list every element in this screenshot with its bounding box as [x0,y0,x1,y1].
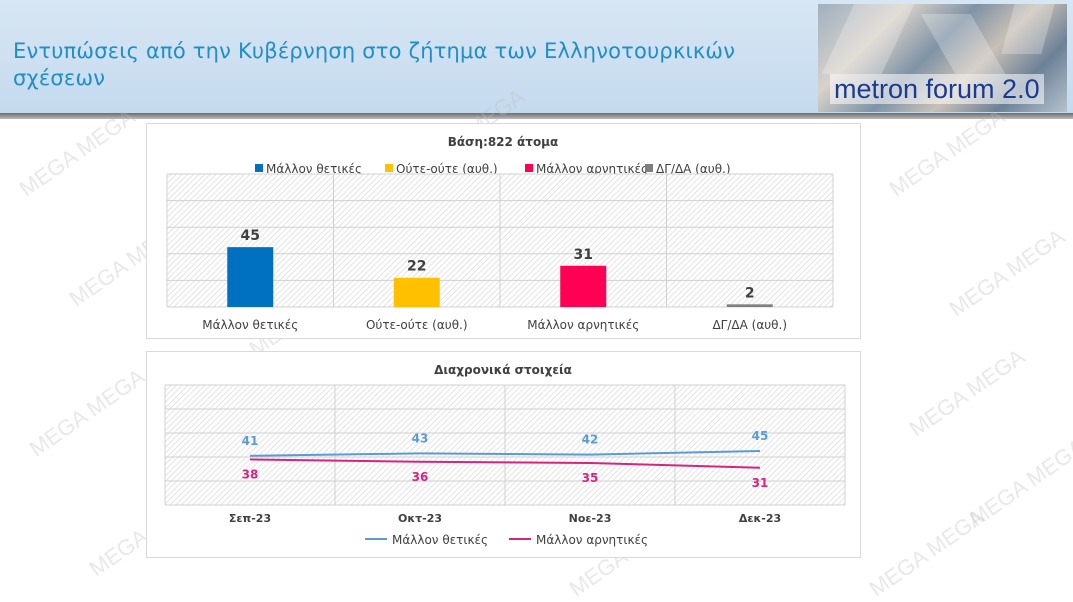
series-line [249,450,761,457]
watermark-text: MEGA MEGA [964,433,1073,532]
watermark-text: MEGA MEGA [864,503,990,602]
watermark-text: MEGA MEGA [904,343,1030,442]
legend-swatch [525,164,533,172]
bar [227,247,274,307]
legend-label: Μάλλον αρνητικές [536,162,648,176]
bar [726,304,773,307]
legend-label: Μάλλον θετικές [392,533,488,547]
point-value-label: 43 [412,431,429,445]
legend-label: Μάλλον αρνητικές [536,533,648,547]
x-tick-label: Οκτ-23 [398,512,442,525]
line-chart-legend: Μάλλον θετικές Μάλλον αρνητικές [365,533,648,547]
point-value-label: 35 [582,471,599,485]
point-value-label: 45 [752,429,769,443]
point-value-label: 31 [752,476,769,490]
line-chart: Διαχρονικά στοιχεία 41 43 42 45 38 36 35 31 Σεπ… [164,363,846,547]
header-banner: Εντυπώσεις από την Κυβέρνηση στο ζήτημα … [0,0,1073,113]
category-label: Μάλλον αρνητικές [527,318,639,332]
header-divider [0,113,1073,119]
legend-swatch [645,164,653,172]
line-chart-panel: Διαχρονικά στοιχεία 41 43 42 45 38 36 35 31 Σεπ… [146,351,861,558]
x-tick-label: Δεκ-23 [739,512,781,525]
bar-value-label: 31 [574,247,593,263]
logo-text: metron forum 2.0 [830,74,1044,104]
legend-label: Μάλλον θετικές [266,162,362,176]
legend-label: Ούτε-ούτε (αυθ.) [396,162,498,176]
category-label: Ούτε-ούτε (αυθ.) [366,318,468,332]
line-marks: 41 43 42 45 38 36 35 31 [242,429,769,490]
watermark-text: MEGA MEGA [944,223,1070,322]
point-value-label: 38 [242,467,259,481]
watermark-text: MEGA MEGA [24,363,150,462]
legend-swatch [255,164,263,172]
bar-grid [166,173,834,308]
bar-marks: 45 22 31 2 [227,228,773,307]
x-tick-label: Σεπ-23 [229,512,271,525]
bar-chart-panel: Βάση:822 άτομα Μάλλον θετικές Ούτε-ούτε (… [146,123,861,339]
category-label: Μάλλον θετικές [202,318,298,332]
line-grid [164,384,846,506]
page-title: Εντυπώσεις από την Κυβέρνηση στο ζήτημα … [13,39,736,90]
point-value-label: 41 [242,434,259,448]
x-tick-label: Νοε-23 [569,512,612,525]
metron-forum-logo: metron forum 2.0 [818,4,1067,112]
bar-value-label: 45 [241,228,260,244]
bar-chart: Βάση:822 άτομα Μάλλον θετικές Ούτε-ούτε (… [166,135,834,332]
bar-chart-legend: Μάλλον θετικές Ούτε-ούτε (αυθ.) Μάλλον αρν… [255,162,731,176]
bar [560,265,607,307]
point-value-label: 42 [582,433,599,447]
legend-swatch [385,164,393,172]
bar-value-label: 22 [407,259,426,275]
bar [393,277,440,307]
point-value-label: 36 [412,470,429,484]
series-line [249,458,761,469]
line-chart-title: Διαχρονικά στοιχεία [434,363,572,377]
bar-chart-title: Βάση:822 άτομα [448,135,559,149]
bar-category-labels: Μάλλον θετικές Ούτε-ούτε (αυθ.) Μάλλον αρν… [202,318,787,332]
category-label: ΔΓ/ΔΑ (αυθ.) [712,318,787,332]
legend-label: ΔΓ/ΔΑ (αυθ.) [656,162,731,176]
line-x-labels: Σεπ-23 Οκτ-23 Νοε-23 Δεκ-23 [229,512,781,525]
bar-value-label: 2 [745,285,755,301]
